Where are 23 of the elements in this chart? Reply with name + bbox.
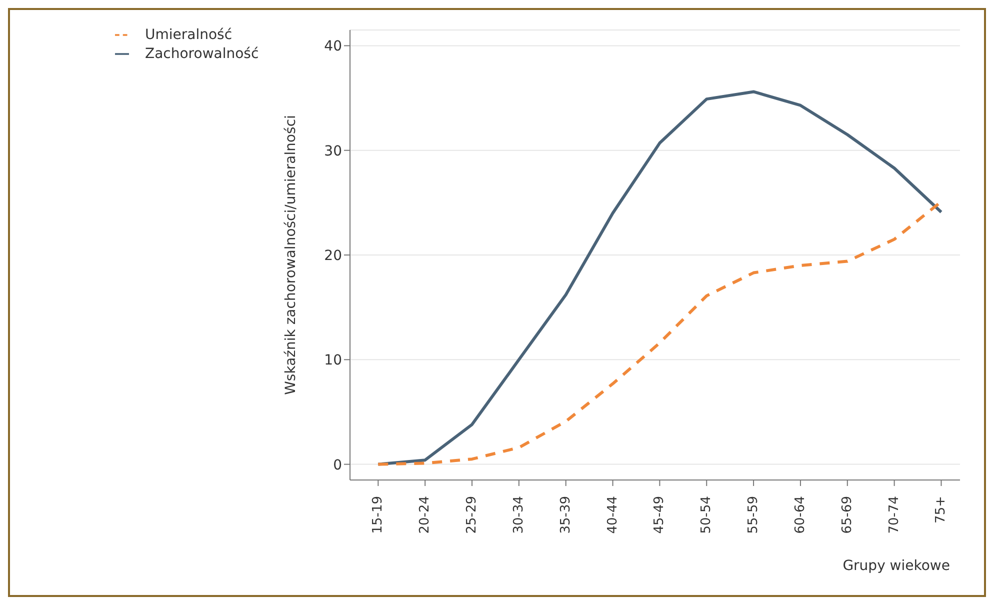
legend-label: Umieralność [145, 27, 232, 43]
x-tick-label: 50-54 [699, 496, 714, 534]
y-axis-title: Wskaźnik zachorowalności/umieralności [282, 115, 299, 395]
y-tick-label: 0 [333, 457, 342, 474]
x-tick-label: 70-74 [886, 496, 902, 534]
x-axis-title: Grupy wiekowe [842, 558, 950, 574]
y-tick-label: 20 [324, 248, 342, 264]
y-tick-label: 30 [324, 143, 342, 160]
legend-label: Zachorowalność [145, 46, 259, 62]
line-series [376, 90, 943, 466]
x-tick-label: 65-69 [840, 496, 855, 534]
x-tick-label: 30-34 [511, 496, 526, 534]
x-tick-label: 15-19 [370, 496, 386, 534]
x-tick-label: 45-49 [652, 496, 668, 534]
x-tick-label: 60-64 [792, 496, 808, 534]
x-tick-label: 55-59 [746, 496, 762, 534]
y-tick-label: 40 [324, 38, 342, 55]
x-tick-label: 40-44 [605, 496, 620, 534]
x-tick-label: 20-24 [418, 496, 433, 534]
x-tick-label: 35-39 [558, 496, 574, 534]
x-tick-label: 75+ [934, 496, 949, 524]
y-tick-label: 10 [324, 352, 342, 369]
x-tick-label: 25-29 [464, 496, 480, 534]
